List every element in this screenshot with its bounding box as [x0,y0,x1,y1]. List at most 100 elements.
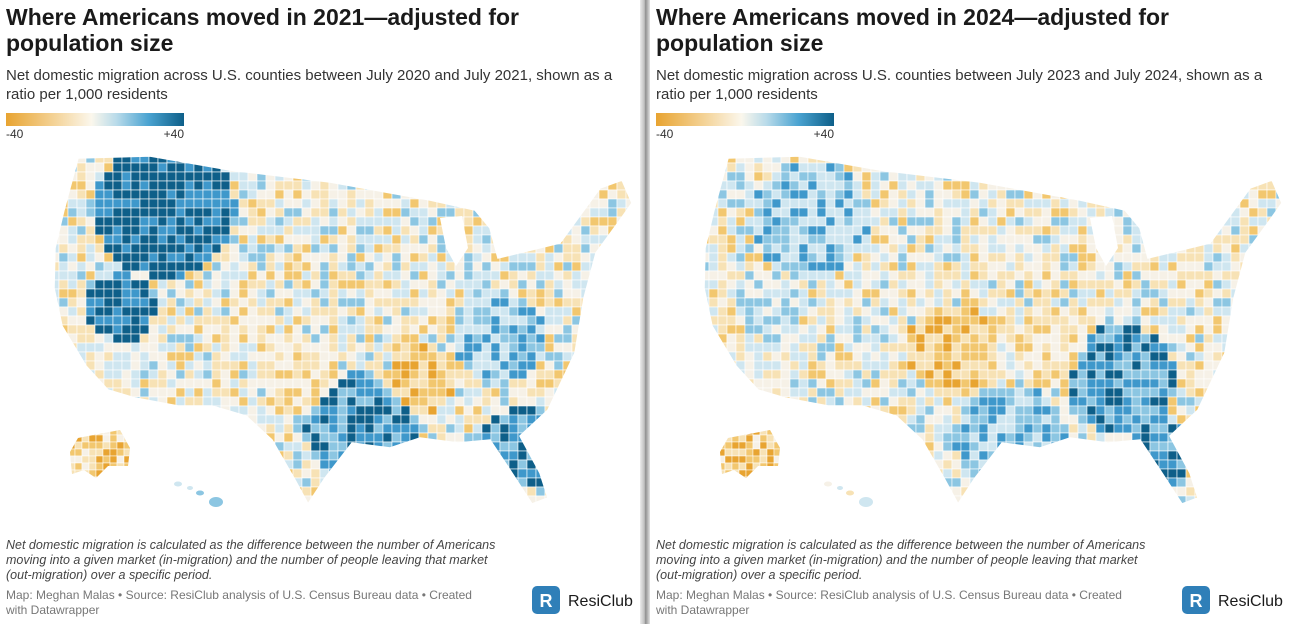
county-cell [229,333,240,344]
county-cell [256,486,267,497]
county-cell [473,505,482,514]
county-cell [193,468,204,479]
county-cell [969,333,980,344]
county-cell [1176,171,1187,182]
county-cell [616,432,627,443]
county-cell [1266,441,1277,452]
county-cell [1032,405,1043,416]
county-cell [580,468,591,479]
county-cell [1005,423,1016,434]
county-cell [445,180,456,191]
county-cell [798,180,809,191]
county-cell [508,216,519,227]
county-cell [85,333,96,344]
county-cell [472,324,483,335]
county-cell [1212,279,1223,290]
county-cell [1203,288,1214,299]
county-cell [535,279,546,290]
county-cell [897,450,908,461]
county-cell [238,468,249,479]
county-cell [704,378,710,389]
county-cell [274,198,285,209]
county-cell [753,360,764,371]
county-cell [94,387,105,398]
county-cell [400,180,411,191]
county-cell [202,450,213,461]
county-cell [356,505,365,514]
county-cell [780,315,791,326]
county-cell [915,234,926,245]
county-cell [951,180,962,191]
county-cell [535,297,546,308]
county-cell [861,423,872,434]
county-cell [436,270,447,281]
county-cell [852,360,863,371]
county-cell [328,234,339,245]
county-cell [906,243,917,254]
county-cell [81,462,90,471]
county-cell [1221,450,1232,461]
county-cell [1014,225,1025,236]
county-cell [184,162,195,173]
county-cell [1176,387,1187,398]
county-cell [870,342,881,353]
county-cell [780,360,791,371]
county-cell [1068,297,1079,308]
county-cell [418,495,429,504]
county-cell [418,252,429,263]
county-cell [301,234,312,245]
county-cell [580,324,591,335]
county-cell [1005,378,1016,389]
county-cell [130,207,141,218]
county-cell [292,387,303,398]
county-cell [1122,180,1133,191]
county-cell [256,288,267,299]
county-cell [1194,216,1205,227]
county-cell [364,459,375,470]
county-cell [834,252,845,263]
county-cell [463,378,474,389]
county-cell [625,171,632,182]
county-cell [238,450,249,461]
county-cell [553,495,564,504]
county-cell [562,423,573,434]
county-cell [1266,225,1277,236]
county-cell [67,252,78,263]
county-cell [625,351,632,362]
county-cell [166,279,177,290]
county-cell [175,423,186,434]
county-cell [499,279,510,290]
county-cell [454,207,465,218]
county-cell [626,505,635,514]
county-cell [924,351,935,362]
county-cell [942,360,953,371]
county-cell [879,441,890,452]
county-cell [589,156,600,164]
county-cell [274,156,285,164]
county-cell [1041,423,1052,434]
county-cell [1248,189,1259,200]
county-cell [1167,180,1178,191]
county-cell [184,360,195,371]
county-cell [598,198,609,209]
county-cell [1194,180,1205,191]
county-cell [834,207,845,218]
county-cell [807,270,818,281]
county-cell [1068,450,1079,461]
county-cell [463,180,474,191]
county-cell [1167,225,1178,236]
county-cell [825,333,836,344]
county-cell [861,351,872,362]
county-cell [139,198,150,209]
county-cell [247,261,258,272]
county-cell [1221,360,1232,371]
county-cell [364,252,375,263]
county-cell [148,450,159,461]
county-cell [616,297,627,308]
county-cell [427,288,438,299]
county-cell [274,261,285,272]
county-cell [625,432,632,443]
county-cell [301,207,312,218]
county-cell [924,360,935,371]
county-cell [256,180,267,191]
